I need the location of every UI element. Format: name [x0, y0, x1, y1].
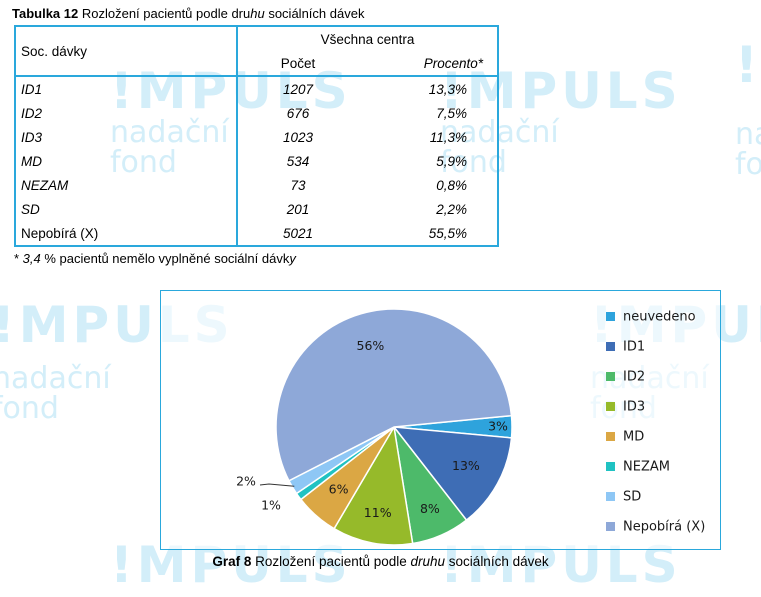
figure-caption-italic: druhu: [410, 554, 446, 569]
figure-caption: Graf 8 Rozložení pacientů podle druhu so…: [0, 554, 761, 569]
row-label: NEZAM: [21, 177, 69, 193]
row-count: 5021: [236, 221, 358, 246]
data-label-id1: 13%: [452, 458, 480, 473]
table-row: MD 534 5,9%: [15, 149, 498, 173]
table-row: NEZAM 73 0,8%: [15, 173, 498, 197]
footnote-star: *: [14, 251, 23, 266]
row-count: 1023: [236, 125, 358, 149]
watermark-line2: fond: [735, 147, 761, 182]
figure-caption-label: Graf 8: [212, 554, 252, 569]
row-percent: 11,3%: [429, 129, 467, 145]
legend-label: NEZAM: [623, 460, 670, 475]
watermark-line1: nadační: [735, 117, 761, 152]
leader-line-sd: [259, 483, 295, 487]
footnote-text: % pacientů nemělo vyplněné sociální dávk: [40, 251, 290, 266]
pie-chart-frame: 3% 13% 8% 11% 6% 56% 1% 2% neuvedeno ID1 ID2 ID3 MD N…: [160, 290, 721, 550]
legend-label: ID2: [623, 370, 645, 385]
legend-swatch: [606, 402, 615, 411]
data-label-nezam: 1%: [261, 498, 281, 513]
row-count: 534: [236, 149, 358, 173]
table-caption-italic: hu: [250, 6, 265, 21]
row-label: Nepobírá (X): [21, 225, 99, 241]
legend-label: SD: [623, 490, 641, 505]
data-label-md: 6%: [329, 482, 349, 497]
legend-label: neuvedeno: [623, 310, 696, 325]
table-row: Nepobírá (X) 5021 55,5%: [15, 221, 498, 246]
table-caption-text-end: sociálních dávek: [264, 6, 365, 21]
row-label: ID2: [21, 105, 43, 121]
data-label-nepob-r-x: 56%: [357, 338, 385, 353]
legend-label: ID1: [623, 340, 645, 355]
legend-swatch: [606, 432, 615, 441]
watermark-top-right: !MPULS nadační fond: [735, 40, 761, 180]
pie-slice-nepob-r-x: [275, 308, 513, 482]
watermark-logo: !MPULS: [735, 36, 761, 94]
header-group: Všechna centra: [236, 26, 498, 51]
row-percent: 55,5%: [428, 225, 467, 241]
table-caption-text: Rozložení pacientů podle dru: [78, 6, 251, 21]
row-count: 73: [236, 173, 358, 197]
header-percent: Procento*: [358, 51, 498, 77]
row-label: MD: [21, 153, 42, 169]
table-footnote: * 3,4 % pacientů nemělo vyplněné sociáln…: [14, 251, 296, 266]
data-label-neuvedeno: 3%: [488, 418, 508, 433]
table-row: ID1 1207 13,3%: [15, 76, 498, 101]
row-label: ID1: [21, 81, 43, 97]
row-count: 201: [236, 197, 358, 221]
figure-caption-text-end: sociálních dávek: [445, 554, 549, 569]
footnote-value: 3,4: [22, 251, 41, 266]
row-count: 1207: [236, 76, 358, 101]
row-percent: 0,8%: [436, 177, 467, 193]
row-label: ID3: [21, 129, 43, 145]
legend-swatch: [606, 342, 615, 351]
header-row-label: Soc. dávky: [15, 26, 237, 77]
header-count: Počet: [236, 51, 358, 77]
table-row: SD 201 2,2%: [15, 197, 498, 221]
legend-swatch: [606, 372, 615, 381]
pie-slice-id1: [392, 426, 513, 522]
row-percent: 13,3%: [428, 81, 467, 97]
benefits-table: Soc. dávky Všechna centra Počet Procento…: [14, 25, 499, 247]
table-caption-label: Tabulka 12: [12, 6, 79, 21]
row-label: SD: [21, 201, 40, 217]
row-percent: 7,5%: [436, 105, 467, 121]
legend-label: Nepobírá (X): [623, 520, 705, 535]
table-caption: Tabulka 12 Rozložení pacientů podle druh…: [12, 6, 364, 21]
data-label-sd: 2%: [236, 474, 256, 489]
data-label-id2: 8%: [420, 501, 440, 516]
legend-swatch: [606, 492, 615, 501]
pie-slice-id3: [333, 424, 414, 546]
footnote-text-end: y: [289, 251, 296, 266]
row-count: 676: [236, 101, 358, 125]
legend-swatch: [606, 312, 615, 321]
figure-caption-text: Rozložení pacientů podle: [251, 554, 411, 569]
row-percent: 5,9%: [436, 153, 467, 169]
row-percent: 2,2%: [436, 201, 467, 217]
table-row: ID3 1023 11,3%: [15, 125, 498, 149]
legend-swatch: [606, 522, 615, 531]
legend-swatch: [606, 462, 615, 471]
legend-label: ID3: [623, 400, 645, 415]
data-label-id3: 11%: [364, 505, 392, 520]
table-row: ID2 676 7,5%: [15, 101, 498, 125]
legend-label: MD: [623, 430, 644, 445]
pie-chart: 3% 13% 8% 11% 6% 56% 1% 2% neuvedeno ID1 ID2 ID3 MD N…: [236, 308, 705, 546]
